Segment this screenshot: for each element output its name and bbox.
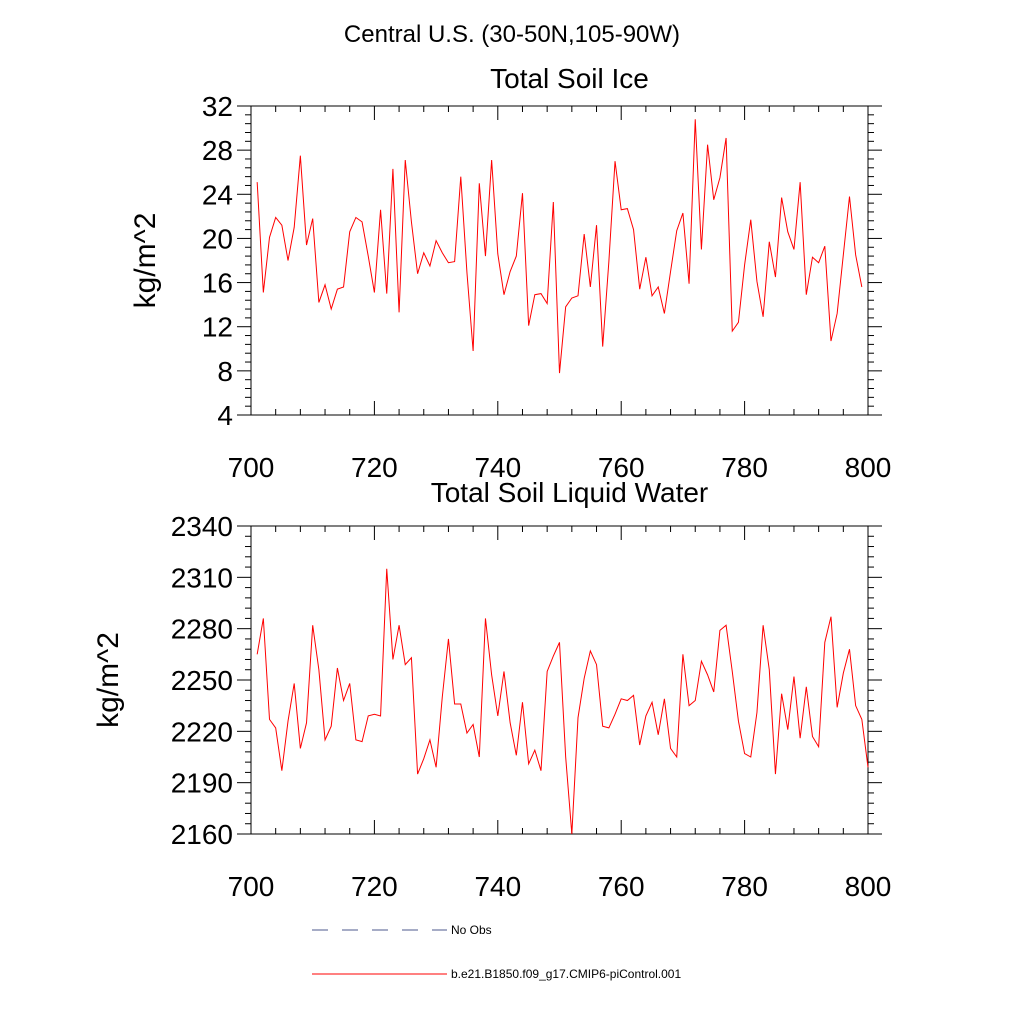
legend-entry-no-obs: No Obs (312, 923, 492, 937)
x-tick-label: 720 (351, 452, 398, 483)
y-tick-label: 24 (202, 179, 233, 210)
series-line (256, 119, 863, 374)
x-tick-label: 780 (721, 452, 768, 483)
x-tick-label: 700 (228, 871, 275, 902)
x-tick-label: 800 (845, 452, 892, 483)
plot-frame (250, 105, 869, 416)
y-axis-label: kg/m^2 (129, 213, 162, 309)
x-tick-label: 740 (474, 871, 521, 902)
y-tick-label: 2220 (171, 716, 233, 747)
x-tick-label: 780 (721, 871, 768, 902)
x-tick-label: 740 (474, 452, 521, 483)
y-tick-label: 2190 (171, 768, 233, 799)
y-tick-label: 2340 (171, 511, 233, 542)
y-tick-label: 4 (217, 400, 233, 431)
x-tick-label: 720 (351, 871, 398, 902)
y-axis-label: kg/m^2 (92, 632, 125, 728)
y-tick-label: 32 (202, 91, 233, 122)
x-tick-label: 800 (845, 871, 892, 902)
y-tick-label: 16 (202, 268, 233, 299)
y-tick-label: 8 (217, 356, 233, 387)
series-line (256, 568, 869, 835)
y-tick-label: 28 (202, 135, 233, 166)
x-tick-label: 760 (598, 452, 645, 483)
y-tick-label: 20 (202, 223, 233, 254)
panel-total-soil-ice: Total Soil Ice kg/m^2 700 720 740 760 780 800 4 8… (129, 63, 891, 483)
legend-label-no-obs: No Obs (451, 923, 492, 937)
y-tick-label: 2160 (171, 819, 233, 850)
panel-title: Total Soil Liquid Water (431, 477, 709, 508)
legend-entry-control-run: b.e21.B1850.f09_g17.CMIP6-piControl.001 (312, 967, 681, 981)
legend-label-control-run: b.e21.B1850.f09_g17.CMIP6-piControl.001 (451, 967, 681, 981)
panel-total-soil-liquid-water: Total Soil Liquid Water kg/m^2 700 720 740 76… (92, 477, 891, 902)
legend: No Obs b.e21.B1850.f09_g17.CMIP6-piContr… (312, 923, 681, 981)
plot-frame (250, 525, 869, 835)
panel-title: Total Soil Ice (490, 63, 649, 94)
figure-suptitle: Central U.S. (30-50N,105-90W) (344, 21, 680, 48)
x-tick-label: 760 (598, 871, 645, 902)
y-tick-label: 2280 (171, 614, 233, 645)
y-tick-label: 2310 (171, 562, 233, 593)
x-tick-label: 700 (228, 452, 275, 483)
y-tick-label: 2250 (171, 665, 233, 696)
y-tick-label: 12 (202, 312, 233, 343)
